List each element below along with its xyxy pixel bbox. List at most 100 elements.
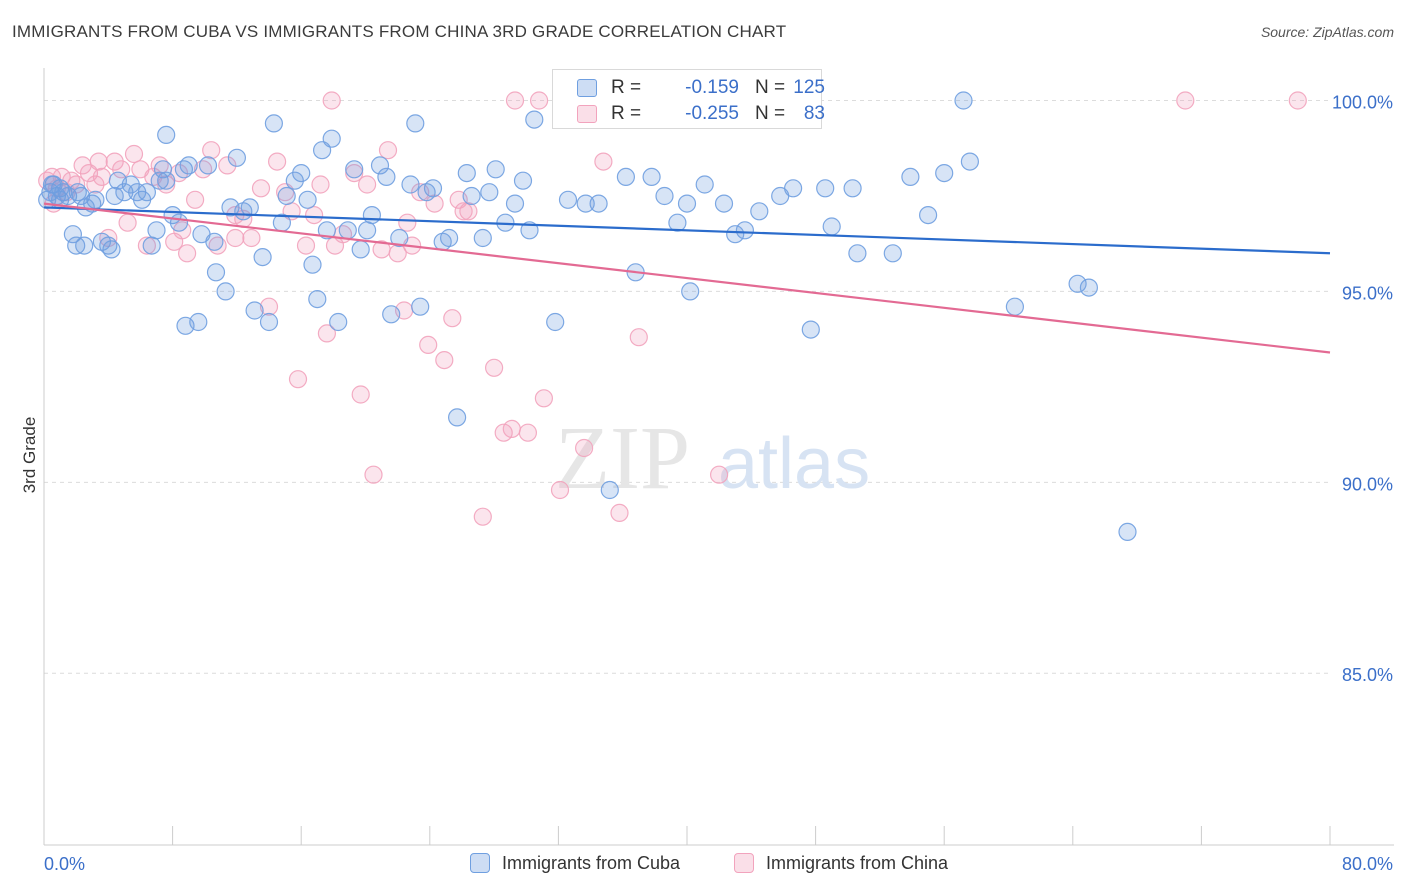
- point-cuba: [843, 179, 862, 198]
- point-cuba: [351, 240, 370, 259]
- point-china: [550, 480, 570, 500]
- point-cuba: [918, 206, 938, 225]
- point-cuba: [750, 202, 769, 221]
- point-china: [574, 438, 594, 458]
- point-cuba: [448, 408, 467, 427]
- point-cuba: [292, 164, 311, 183]
- point-china: [454, 202, 473, 221]
- point-china: [485, 358, 504, 377]
- point-cuba: [954, 91, 973, 110]
- point-cuba: [329, 312, 348, 332]
- point-china: [202, 141, 221, 160]
- point-cuba: [589, 194, 608, 213]
- point-cuba: [816, 179, 835, 198]
- point-china: [398, 213, 417, 232]
- n-value: 83: [803, 103, 825, 124]
- point-cuba: [264, 114, 283, 133]
- point-cuba: [681, 282, 700, 301]
- legend-label-cuba: Immigrants from Cuba: [502, 853, 681, 873]
- point-cuba: [401, 175, 420, 194]
- point-cuba: [179, 156, 198, 175]
- chart-title: IMMIGRANTS FROM CUBA VS IMMIGRANTS FROM …: [12, 22, 787, 41]
- point-cuba: [901, 167, 920, 186]
- point-cuba: [147, 221, 166, 240]
- y-tick-label: 95.0%: [1342, 283, 1393, 303]
- point-cuba: [198, 156, 218, 175]
- x-tick-label: 80.0%: [1342, 854, 1393, 874]
- point-cuba: [600, 480, 619, 500]
- point-cuba: [137, 183, 156, 202]
- point-china: [443, 309, 462, 328]
- point-cuba: [513, 171, 533, 190]
- point-cuba: [520, 221, 539, 240]
- china-legend-swatch: [734, 853, 754, 873]
- point-cuba: [253, 248, 272, 267]
- r-value: -0.159: [685, 77, 739, 98]
- point-china: [137, 236, 156, 255]
- watermark-atlas: atlas: [718, 424, 870, 504]
- point-cuba: [525, 110, 544, 129]
- point-cuba: [486, 160, 505, 179]
- point-cuba: [370, 156, 390, 175]
- point-cuba: [883, 244, 902, 263]
- point-china: [86, 175, 105, 194]
- point-china: [502, 419, 521, 438]
- watermark-zip: ZIP: [555, 409, 690, 508]
- point-china: [124, 144, 144, 164]
- point-cuba: [505, 194, 525, 213]
- y-axis-label: 3rd Grade: [20, 416, 39, 494]
- watermark: ZIP atlas: [555, 409, 870, 508]
- point-cuba: [1005, 297, 1025, 316]
- point-china: [251, 179, 271, 198]
- point-china: [317, 324, 336, 343]
- r-value: -0.255: [685, 103, 739, 124]
- point-china: [345, 164, 364, 183]
- point-china: [288, 370, 308, 389]
- china-swatch: [577, 105, 597, 123]
- point-cuba: [480, 183, 499, 202]
- point-cuba: [206, 263, 226, 282]
- point-cuba: [157, 125, 176, 144]
- point-cuba: [801, 320, 820, 339]
- point-cuba: [1118, 522, 1137, 542]
- point-cuba: [322, 129, 341, 148]
- point-cuba: [1079, 278, 1099, 297]
- point-china: [378, 141, 398, 160]
- r-label: R =: [611, 77, 642, 98]
- point-china: [629, 328, 648, 347]
- point-cuba: [473, 228, 492, 248]
- point-cuba: [259, 312, 279, 332]
- point-cuba: [462, 186, 481, 206]
- point-china: [351, 385, 370, 404]
- point-cuba: [935, 164, 954, 183]
- point-cuba: [358, 221, 377, 240]
- point-cuba: [240, 198, 259, 217]
- point-china: [311, 175, 330, 194]
- n-label: N =: [755, 77, 786, 98]
- point-cuba: [362, 206, 381, 225]
- point-cuba: [390, 228, 409, 248]
- point-china: [518, 423, 538, 442]
- point-china: [226, 228, 245, 248]
- point-cuba: [157, 171, 176, 190]
- point-cuba: [423, 179, 443, 198]
- tick-labels: 85.0% 90.0% 95.0% 100.0% 0.0% 80.0%: [44, 93, 1393, 874]
- point-cuba: [75, 236, 94, 255]
- point-china: [112, 160, 131, 179]
- point-cuba: [677, 194, 697, 213]
- trend-lines: [43, 202, 1331, 354]
- point-cuba: [668, 213, 687, 232]
- point-china: [505, 91, 525, 110]
- point-china: [529, 91, 549, 110]
- point-cuba: [338, 221, 357, 240]
- point-cuba: [960, 152, 980, 171]
- point-china: [594, 152, 613, 171]
- point-china: [419, 335, 438, 354]
- n-value: 125: [793, 77, 825, 98]
- point-china: [435, 351, 454, 370]
- y-tick-label: 90.0%: [1342, 474, 1393, 494]
- point-cuba: [616, 167, 636, 186]
- point-cuba: [457, 164, 476, 183]
- point-china: [322, 91, 341, 110]
- trend-line-china: [43, 202, 1331, 354]
